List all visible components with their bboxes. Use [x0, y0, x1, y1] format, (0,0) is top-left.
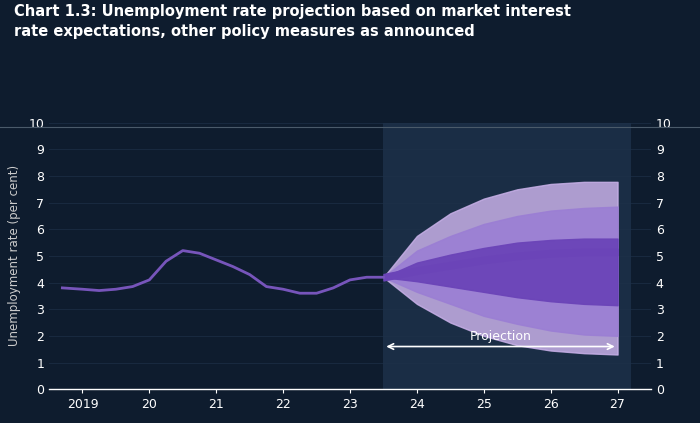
- Y-axis label: Unemployment rate (per cent): Unemployment rate (per cent): [8, 165, 21, 346]
- Text: Chart 1.3: Unemployment rate projection based on market interest
rate expectatio: Chart 1.3: Unemployment rate projection …: [14, 4, 571, 39]
- Text: Projection: Projection: [470, 330, 531, 343]
- Bar: [384, 123, 631, 389]
